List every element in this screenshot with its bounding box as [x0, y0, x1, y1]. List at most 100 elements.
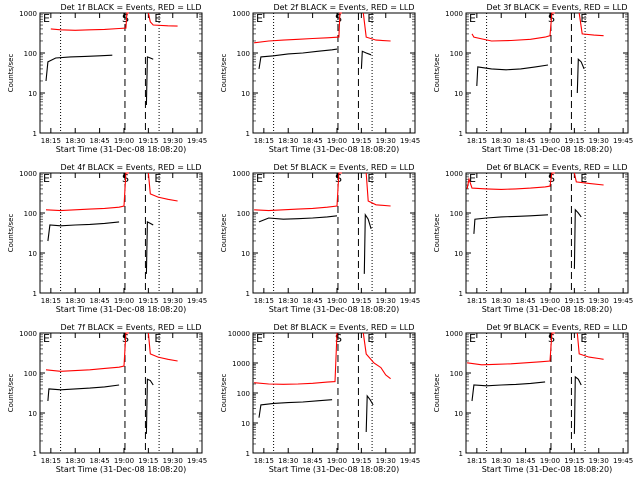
- y-tick-label: 10: [241, 90, 250, 98]
- x-tick-label: 18:45: [303, 297, 323, 305]
- interval-marker-label: E: [154, 172, 161, 185]
- lld-rate-line: [362, 332, 391, 380]
- y-tick-label: 10: [454, 410, 463, 418]
- y-tick-label: 100: [24, 210, 37, 218]
- event-rate-line: [476, 64, 549, 87]
- x-tick-label: 19:15: [138, 297, 158, 305]
- y-axis-label: Counts/sec: [220, 214, 228, 253]
- interval-marker-label: E: [43, 12, 50, 25]
- event-rate-line: [573, 208, 582, 269]
- y-tick-label: 10: [241, 420, 250, 428]
- x-tick-label: 19:30: [589, 297, 609, 305]
- lld-rate-line: [362, 12, 391, 42]
- x-tick-label: 19:00: [540, 137, 560, 145]
- y-tick-label: 1000: [445, 330, 463, 338]
- y-tick-label: 100: [237, 390, 250, 398]
- y-tick-label: 10: [28, 410, 37, 418]
- y-tick-label: 1: [459, 450, 463, 458]
- y-tick-label: 1: [246, 290, 250, 298]
- x-tick-label: 18:45: [303, 457, 323, 465]
- x-tick-label: 18:45: [516, 297, 536, 305]
- x-tick-label: 19:30: [376, 457, 396, 465]
- y-axis-label: Counts/sec: [7, 214, 15, 253]
- x-tick-label: 18:15: [41, 457, 61, 465]
- event-rate-line: [145, 56, 154, 106]
- plot-title: Det 8f BLACK = Events, RED = LLD: [273, 323, 414, 332]
- x-axis-label: Start Time (31-Dec-08 18:08:20): [56, 465, 187, 474]
- y-tick-label: 10000: [228, 330, 250, 338]
- y-tick-label: 10: [454, 250, 463, 258]
- y-tick-label: 1000: [19, 10, 37, 18]
- x-tick-label: 19:45: [613, 297, 633, 305]
- x-tick-label: 19:30: [589, 137, 609, 145]
- x-tick-label: 18:45: [90, 137, 110, 145]
- interval-marker-label: E: [43, 172, 50, 185]
- lld-rate-line: [45, 332, 129, 372]
- plot-title: Det 1f BLACK = Events, RED = LLD: [60, 3, 201, 12]
- interval-marker-label: S: [335, 332, 342, 345]
- interval-marker-label: S: [122, 12, 129, 25]
- x-tick-label: 18:45: [90, 297, 110, 305]
- y-axis-label: Counts/sec: [433, 214, 441, 253]
- x-tick-label: 19:00: [327, 457, 347, 465]
- x-tick-label: 19:15: [138, 457, 158, 465]
- y-axis-label: Counts/sec: [220, 54, 228, 93]
- x-tick-label: 19:30: [376, 137, 396, 145]
- x-axis-label: Start Time (31-Dec-08 18:08:20): [269, 145, 400, 154]
- interval-marker-label: E: [256, 332, 263, 345]
- lld-rate-line: [365, 172, 391, 207]
- x-tick-label: 18:15: [467, 297, 487, 305]
- plot-title: Det 7f BLACK = Events, RED = LLD: [60, 323, 201, 332]
- interval-marker-label: E: [43, 332, 50, 345]
- interval-marker-label: S: [335, 12, 342, 25]
- lld-rate-line: [254, 12, 342, 44]
- y-tick-label: 1000: [232, 170, 250, 178]
- lld-rate-line: [254, 332, 338, 385]
- y-tick-label: 100: [450, 370, 463, 378]
- x-tick-label: 19:30: [163, 297, 183, 305]
- lld-rate-line: [578, 12, 604, 37]
- y-axis-label: Counts/sec: [220, 374, 228, 413]
- event-rate-line: [258, 399, 333, 418]
- x-tick-label: 18:15: [254, 457, 274, 465]
- x-tick-label: 18:15: [467, 457, 487, 465]
- lld-rate-line: [466, 172, 555, 190]
- y-tick-label: 1000: [19, 330, 37, 338]
- plot-title: Det 5f BLACK = Events, RED = LLD: [273, 163, 414, 172]
- x-tick-label: 19:00: [114, 457, 134, 465]
- x-tick-label: 19:15: [138, 137, 158, 145]
- y-tick-label: 1: [33, 130, 37, 138]
- x-tick-label: 18:45: [516, 137, 536, 145]
- y-tick-label: 1000: [232, 10, 250, 18]
- interval-marker-label: E: [580, 12, 587, 25]
- x-tick-label: 18:30: [65, 137, 85, 145]
- y-tick-label: 1: [459, 130, 463, 138]
- x-tick-label: 19:45: [613, 137, 633, 145]
- x-tick-label: 19:15: [351, 297, 371, 305]
- plot-frame: [39, 172, 203, 294]
- y-tick-label: 100: [24, 370, 37, 378]
- interval-marker-label: E: [469, 172, 476, 185]
- x-axis-label: Start Time (31-Dec-08 18:08:20): [269, 305, 400, 314]
- x-tick-label: 19:45: [400, 297, 420, 305]
- interval-marker-label: E: [367, 172, 374, 185]
- plot-frame: [39, 332, 203, 454]
- y-axis-label: Counts/sec: [433, 374, 441, 413]
- y-tick-label: 100: [24, 50, 37, 58]
- y-tick-label: 1: [459, 290, 463, 298]
- x-tick-label: 19:00: [327, 297, 347, 305]
- x-tick-label: 19:00: [114, 297, 134, 305]
- y-tick-label: 1000: [445, 10, 463, 18]
- event-rate-line: [258, 215, 338, 223]
- x-axis-label: Start Time (31-Dec-08 18:08:20): [56, 305, 187, 314]
- interval-marker-label: E: [256, 172, 263, 185]
- plot-frame: [252, 12, 416, 134]
- x-tick-label: 18:30: [65, 297, 85, 305]
- event-rate-line: [360, 50, 372, 69]
- x-tick-label: 19:15: [564, 137, 584, 145]
- y-tick-label: 10: [454, 90, 463, 98]
- x-tick-label: 19:00: [540, 457, 560, 465]
- x-tick-label: 19:00: [540, 297, 560, 305]
